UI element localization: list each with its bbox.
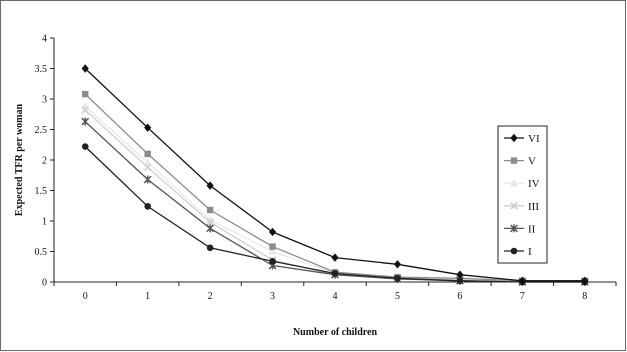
data-point-iii	[143, 163, 152, 172]
legend-marker-iii	[510, 201, 518, 210]
data-point-ii	[81, 117, 90, 126]
data-point-vi	[581, 276, 589, 285]
legend-label-iv: IV	[528, 178, 540, 190]
x-tick-label: 5	[395, 291, 400, 302]
data-point-i	[331, 270, 339, 277]
y-tick-label: 0.5	[35, 247, 48, 258]
data-point-ii	[143, 175, 152, 184]
legend-label-v: V	[528, 156, 536, 168]
data-point-iii	[206, 218, 214, 227]
data-point-vi	[206, 181, 214, 190]
legend-label-iii: III	[528, 201, 539, 213]
data-point-i	[81, 143, 89, 150]
data-point-vi	[456, 270, 464, 279]
data-point-vi	[518, 276, 526, 285]
legend-marker-vi	[510, 133, 518, 143]
legend-marker-v	[510, 157, 518, 164]
y-tick-label: 1.5	[35, 186, 48, 197]
data-point-i	[206, 244, 214, 252]
data-point-i	[144, 203, 151, 210]
x-tick-label: 6	[457, 291, 462, 302]
y-tick-label: 4	[42, 34, 47, 45]
legend-marker-ii	[510, 224, 518, 233]
y-tick-label: 2.5	[35, 125, 48, 136]
x-tick-label: 4	[333, 291, 338, 302]
legend-label-vi: VI	[528, 133, 540, 145]
data-point-vi	[393, 260, 402, 269]
x-axis-title: Number of children	[293, 327, 378, 338]
data-point-i	[394, 275, 401, 282]
data-point-i	[269, 257, 276, 265]
x-tick-label: 7	[520, 291, 525, 302]
data-point-iv	[143, 158, 152, 166]
legend-marker-i	[510, 247, 518, 255]
legend-label-ii: II	[528, 223, 536, 235]
data-point-vi	[268, 227, 277, 237]
y-tick-label: 1	[42, 217, 47, 228]
data-point-ii	[206, 224, 215, 233]
data-point-i	[456, 277, 464, 285]
x-tick-label: 1	[145, 291, 150, 302]
legend-marker-iv	[510, 179, 518, 187]
data-point-vi	[144, 123, 152, 132]
y-tick-label: 0	[42, 278, 47, 289]
legend-box	[497, 125, 548, 264]
data-point-vi	[81, 64, 89, 73]
data-point-v	[82, 90, 89, 98]
x-tick-label: 8	[582, 291, 587, 302]
data-point-iv	[268, 247, 277, 255]
data-point-v	[144, 150, 151, 158]
y-tick-label: 2	[42, 156, 47, 167]
y-axis-title: Expected TFR per woman	[14, 104, 25, 217]
x-tick-label: 2	[208, 291, 213, 302]
y-tick-label: 3	[42, 95, 47, 106]
x-tick-label: 3	[270, 291, 275, 302]
data-point-v	[269, 243, 276, 250]
legend-label-i: I	[528, 246, 532, 258]
data-point-v	[206, 206, 214, 214]
data-point-iii	[81, 106, 90, 114]
y-tick-label: 3.5	[35, 64, 48, 75]
data-point-vi	[331, 253, 339, 262]
x-tick-label: 0	[83, 291, 88, 302]
